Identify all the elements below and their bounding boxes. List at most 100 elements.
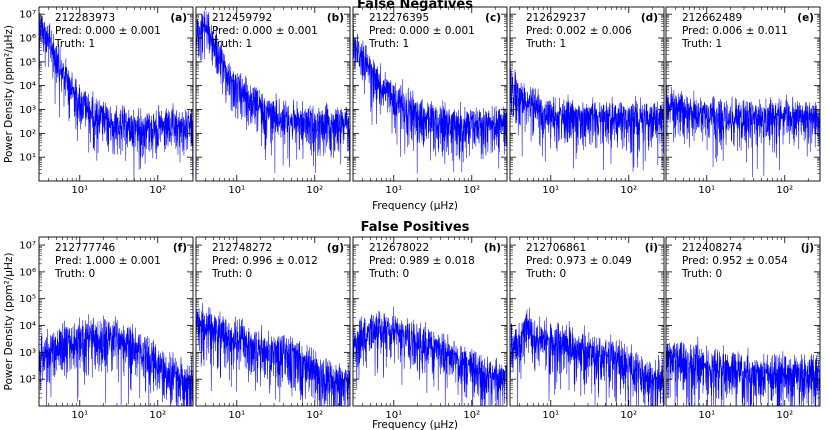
panel-truth-label: Truth: 1 <box>681 38 722 50</box>
panel-truth-label: Truth: 0 <box>54 268 95 280</box>
series-line-212662489 <box>666 85 820 178</box>
panel-id-label: 212459792 <box>212 12 272 24</box>
panel-tag-label: (c) <box>485 12 501 24</box>
panel-frame <box>352 6 508 182</box>
panel-id-label: 212678022 <box>369 242 429 254</box>
panel-tag-label: (a) <box>170 12 187 24</box>
series-line-212276395 <box>353 24 507 174</box>
panel-a: 10¹ 10² 10¹ 10² 10³ 10⁴ 10⁵ 10⁶ 10⁷ 212283973Pred… <box>19 6 194 196</box>
y-tick-label: 10³ <box>19 105 36 116</box>
panel-tag-label: (i) <box>645 242 658 254</box>
panel-pred-label: Pred: 0.002 ± 0.006 <box>526 25 632 37</box>
y-tick-label: 10⁴ <box>19 81 36 92</box>
panel-pred-label: Pred: 0.000 ± 0.001 <box>55 25 161 37</box>
y-axis-label-top: Power Density (ppm²/μHz) <box>3 25 15 163</box>
y-tick-label: 10² <box>19 129 36 140</box>
x-tick-label: 10² <box>620 410 637 421</box>
series-line-212283973 <box>39 12 193 181</box>
x-tick-label: 10¹ <box>542 410 559 421</box>
panel-pred-label: Pred: 0.000 ± 0.001 <box>369 25 475 37</box>
panel-id-label: 212662489 <box>682 12 742 24</box>
panel-frame <box>195 6 351 182</box>
x-tick-label: 10² <box>306 185 323 196</box>
panel-id-label: 212408274 <box>682 242 742 254</box>
panel-id-label: 212748272 <box>212 242 272 254</box>
panel-truth-label: Truth: 0 <box>211 268 252 280</box>
y-tick-label: 10⁷ <box>19 10 36 21</box>
panel-pred-label: Pred: 0.996 ± 0.012 <box>212 255 318 267</box>
panel-pred-label: Pred: 0.973 ± 0.049 <box>526 255 632 267</box>
x-tick-label: 10¹ <box>698 185 715 196</box>
panel-id-label: 212276395 <box>369 12 429 24</box>
x-axis-label-top: Frequency (μHz) <box>372 200 458 212</box>
panel-truth-label: Truth: 1 <box>211 38 252 50</box>
panel-pred-label: Pred: 0.952 ± 0.054 <box>682 255 788 267</box>
x-tick-label: 10¹ <box>698 410 715 421</box>
series-line-212748272 <box>196 303 350 406</box>
panel-tag-label: (d) <box>641 12 658 24</box>
y-tick-label: 10⁴ <box>19 321 36 332</box>
panel-tag-label: (f) <box>173 242 187 254</box>
y-tick-label: 10⁵ <box>19 57 36 68</box>
panel-frame <box>352 236 508 407</box>
panel-id-label: 212283973 <box>55 12 115 24</box>
panel-truth-label: Truth: 0 <box>681 268 722 280</box>
row-title-false-positives: False Positives <box>361 220 470 235</box>
x-tick-label: 10¹ <box>71 185 88 196</box>
series-line-212777746 <box>39 314 193 406</box>
x-tick-label: 10¹ <box>385 185 402 196</box>
panel-tag-label: (j) <box>801 242 814 254</box>
x-tick-label: 10² <box>149 410 166 421</box>
y-tick-label: 10² <box>19 375 36 386</box>
panel-tag-label: (g) <box>327 242 344 254</box>
x-tick-label: 10² <box>149 185 166 196</box>
panel-tag-label: (e) <box>797 12 814 24</box>
panel-pred-label: Pred: 0.006 ± 0.011 <box>682 25 788 37</box>
x-tick-label: 10² <box>620 185 637 196</box>
y-tick-label: 10⁷ <box>19 241 36 252</box>
x-tick-label: 10² <box>463 185 480 196</box>
y-tick-label: 10³ <box>19 348 36 359</box>
panel-truth-label: Truth: 0 <box>525 268 566 280</box>
panel-truth-label: Truth: 1 <box>368 38 409 50</box>
x-tick-label: 10¹ <box>71 410 88 421</box>
panel-frame <box>665 236 821 407</box>
x-tick-label: 10² <box>306 410 323 421</box>
x-tick-label: 10² <box>463 410 480 421</box>
x-tick-label: 10¹ <box>542 185 559 196</box>
panel-truth-label: Truth: 1 <box>54 38 95 50</box>
y-axis-label-bottom: Power Density (ppm²/μHz) <box>3 253 15 391</box>
series-line-212459792 <box>196 10 350 174</box>
panel-frame <box>38 236 194 407</box>
x-tick-label: 10² <box>776 410 793 421</box>
series-line-212629237 <box>510 63 664 172</box>
row-title-false-negatives: False Negatives <box>357 0 473 12</box>
x-tick-label: 10² <box>776 185 793 196</box>
y-tick-label: 10⁵ <box>19 294 36 305</box>
panel-id-label: 212629237 <box>526 12 586 24</box>
x-tick-label: 10¹ <box>385 410 402 421</box>
series-line-212678022 <box>353 306 507 406</box>
panel-tag-label: (h) <box>484 242 501 254</box>
x-tick-label: 10¹ <box>228 185 245 196</box>
panel-id-label: 212706861 <box>526 242 586 254</box>
y-tick-label: 10¹ <box>19 153 36 164</box>
panel-frame <box>38 6 194 182</box>
x-tick-label: 10¹ <box>228 410 245 421</box>
panel-truth-label: Truth: 1 <box>525 38 566 50</box>
series-line-212706861 <box>510 307 664 406</box>
panel-truth-label: Truth: 0 <box>368 268 409 280</box>
y-tick-label: 10⁶ <box>19 34 36 45</box>
x-axis-label-bottom: Frequency (μHz) <box>372 419 458 430</box>
panel-pred-label: Pred: 0.989 ± 0.018 <box>369 255 475 267</box>
